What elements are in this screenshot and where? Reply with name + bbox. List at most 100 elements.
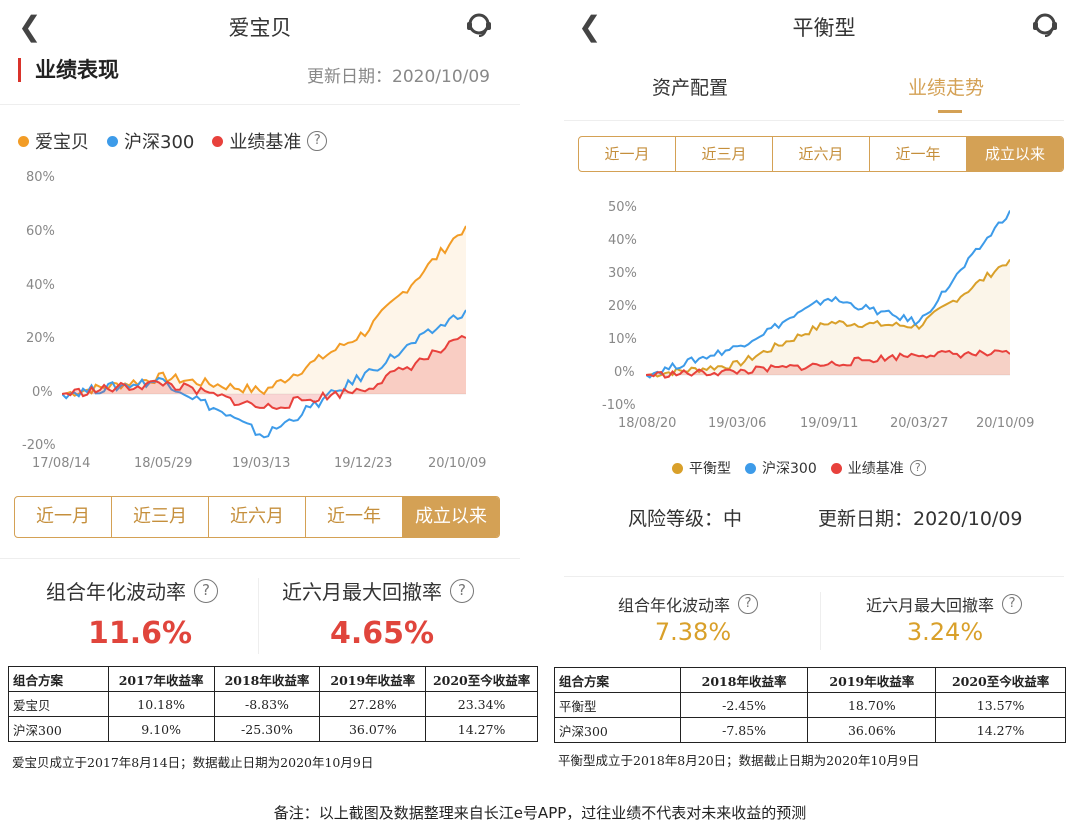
x-tick-label: 20/10/09 — [428, 456, 487, 471]
series-line — [62, 225, 466, 397]
legend-item: 沪深300 — [107, 128, 194, 154]
help-icon[interactable]: ? — [450, 578, 474, 603]
table-cell: 平衡型 — [554, 692, 681, 718]
series-line — [646, 210, 1010, 379]
table-note: 爱宝贝成立于2017年8月14日；数据截止日期为2020年10月9日 — [12, 755, 374, 770]
drawdown-label: 近六月最大回撤率? — [866, 592, 1023, 616]
y-tick-label: 30% — [608, 266, 637, 281]
volatility-value: 11.6% — [87, 616, 193, 651]
y-tick-label: 20% — [26, 331, 55, 346]
y-tick-label: 50% — [608, 200, 637, 215]
legend-dot — [212, 135, 224, 147]
table-cell: -7.85% — [679, 717, 809, 743]
series-area — [62, 336, 466, 409]
legend-dot — [745, 462, 756, 474]
divider — [258, 578, 259, 654]
volatility-value: 7.38% — [654, 618, 732, 646]
range-button-1y[interactable]: 近一年 — [870, 137, 967, 171]
x-tick-label: 19/03/06 — [708, 416, 767, 431]
x-tick-label: 18/05/29 — [134, 456, 193, 471]
divider — [0, 558, 520, 559]
range-button-1y[interactable]: 近一年 — [306, 497, 403, 537]
legend-item: 业绩基准? — [212, 128, 328, 154]
series-line — [62, 309, 466, 439]
drawdown-value: 3.24% — [906, 618, 984, 646]
series-area — [62, 226, 466, 396]
footer-note: 备注：以上截图及数据整理来自长江e号APP，过往业绩不代表对未来收益的预测 — [273, 804, 807, 822]
metric-label: 组合年化波动率 — [618, 596, 731, 615]
table-header: 2018年收益率 — [213, 666, 321, 692]
chart-legend: 爱宝贝 沪深300 业绩基准? — [18, 128, 328, 154]
table-header: 2018年收益率 — [679, 667, 809, 693]
x-tick-label: 18/08/20 — [618, 416, 677, 431]
legend-label: 沪深300 — [124, 132, 195, 153]
legend-dot — [107, 135, 118, 147]
table-row: 平衡型 -2.45% 18.70% 13.57% — [554, 692, 1066, 718]
series-line — [646, 258, 1010, 378]
drawdown-value: 4.65% — [329, 616, 435, 651]
table-header: 2019年收益率 — [319, 666, 427, 692]
customer-service-icon[interactable] — [464, 10, 494, 40]
range-selector: 近一月 近三月 近六月 近一年 成立以来 — [578, 136, 1064, 172]
legend-item: 沪深300 — [745, 458, 817, 478]
help-icon[interactable]: ? — [194, 578, 218, 603]
tab-performance-trend[interactable]: 业绩走势 — [908, 77, 985, 99]
help-icon[interactable]: ? — [738, 594, 759, 614]
back-icon[interactable]: ❮ — [18, 10, 42, 43]
x-tick-label: 20/10/09 — [976, 416, 1035, 431]
legend-dot — [672, 462, 683, 474]
help-icon[interactable]: ? — [909, 460, 926, 476]
active-tab-indicator — [938, 110, 962, 113]
y-tick-label: -10% — [602, 398, 636, 413]
range-selector: 近一月 近三月 近六月 近一年 成立以来 — [14, 496, 500, 538]
table-cell: 9.10% — [107, 716, 215, 742]
range-button-1m[interactable]: 近一月 — [15, 497, 112, 537]
table-header: 组合方案 — [8, 666, 109, 692]
help-icon[interactable]: ? — [1002, 594, 1023, 614]
table-header: 组合方案 — [554, 667, 681, 693]
legend-label: 业绩基准 — [847, 461, 904, 477]
table-cell: -8.83% — [213, 691, 321, 717]
tab-asset-allocation[interactable]: 资产配置 — [652, 77, 729, 99]
customer-service-icon[interactable] — [1030, 10, 1060, 40]
range-button-since-inception[interactable]: 成立以来 — [967, 137, 1063, 171]
metric-label: 近六月最大回撤率 — [282, 580, 442, 604]
range-button-6m[interactable]: 近六月 — [209, 497, 306, 537]
table-cell: 14.27% — [935, 717, 1066, 743]
range-button-1m[interactable]: 近一月 — [579, 137, 676, 171]
drawdown-label: 近六月最大回撤率? — [282, 576, 474, 605]
legend-dot — [18, 135, 29, 147]
returns-table: 组合方案 2018年收益率 2019年收益率 2020至今收益率 平衡型 -2.… — [554, 667, 1066, 743]
legend-label: 业绩基准 — [229, 132, 302, 153]
legend-dot — [830, 462, 842, 474]
y-tick-label: 40% — [26, 278, 55, 293]
y-tick-label: 40% — [608, 233, 637, 248]
performance-chart — [646, 210, 1010, 379]
series-line — [646, 349, 1010, 379]
left-panel: ❮ 爱宝贝 业绩表现 更新日期：2020/10/09 爱宝贝 沪深300 业绩基… — [0, 0, 538, 790]
x-tick-label: 17/08/14 — [32, 456, 91, 471]
table-cell: 18.70% — [807, 692, 937, 718]
page-title: 平衡型 — [792, 16, 856, 40]
y-tick-label: 80% — [26, 170, 55, 185]
returns-table: 组合方案 2017年收益率 2018年收益率 2019年收益率 2020至今收益… — [8, 666, 538, 742]
back-icon[interactable]: ❮ — [578, 10, 602, 43]
table-cell: 沪深300 — [8, 716, 109, 742]
metric-label: 近六月最大回撤率 — [866, 596, 995, 615]
tab-bar: 资产配置 业绩走势 — [548, 70, 1080, 114]
legend-label: 沪深300 — [762, 461, 817, 477]
table-header-row: 组合方案 2017年收益率 2018年收益率 2019年收益率 2020至今收益… — [8, 666, 538, 692]
table-row: 沪深300 -7.85% 36.06% 14.27% — [554, 717, 1066, 743]
performance-chart — [62, 225, 466, 439]
table-header: 2017年收益率 — [107, 666, 215, 692]
series-line — [62, 334, 466, 410]
table-cell: 36.07% — [319, 716, 427, 742]
legend-item: 平衡型 — [672, 458, 731, 478]
range-button-3m[interactable]: 近三月 — [676, 137, 773, 171]
y-tick-label: 0% — [614, 365, 635, 380]
help-icon[interactable]: ? — [307, 131, 328, 151]
range-button-3m[interactable]: 近三月 — [112, 497, 209, 537]
series-area — [646, 259, 1010, 377]
range-button-since-inception[interactable]: 成立以来 — [403, 497, 499, 537]
range-button-6m[interactable]: 近六月 — [773, 137, 870, 171]
